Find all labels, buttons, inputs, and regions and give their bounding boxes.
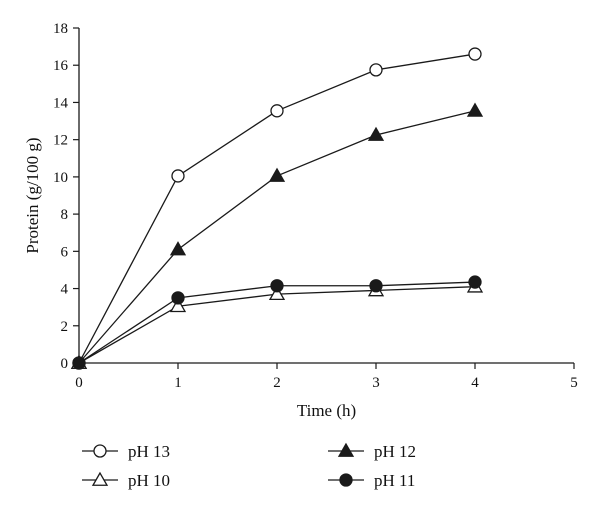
x-tick-label: 2: [273, 375, 281, 391]
x-tick-label: 1: [174, 375, 182, 391]
x-axis-title: Time (h): [297, 401, 356, 420]
legend-label: pH 11: [374, 471, 415, 490]
data-point-ph-11: [171, 291, 185, 305]
series-line-ph-12: [78, 110, 476, 364]
legend-label: pH 12: [374, 442, 416, 461]
y-tick-label: 18: [53, 21, 68, 37]
series-markers: [70, 47, 484, 370]
data-point-ph-12: [466, 102, 484, 117]
y-tick-label: 2: [61, 319, 69, 335]
legend-label: pH 13: [128, 442, 170, 461]
x-tick-label: 3: [372, 375, 380, 391]
y-axis-title: Protein (g/100 g): [23, 137, 42, 253]
y-tick-label: 12: [53, 133, 68, 149]
y-tick-label: 10: [53, 170, 68, 186]
series-line-ph-13: [78, 53, 476, 364]
legend-item-ph-13: pH 13: [82, 442, 170, 461]
y-tick-label: 16: [53, 58, 69, 74]
y-tick-label: 14: [53, 95, 69, 111]
legend-item-ph-11: pH 11: [328, 471, 415, 490]
x-tick-label: 0: [75, 375, 83, 391]
data-point-ph-13: [171, 169, 185, 183]
data-point-ph-10: [268, 285, 286, 301]
legend-marker: [91, 471, 109, 486]
x-tick-label: 4: [471, 375, 479, 391]
data-point-ph-12: [268, 167, 286, 182]
data-point-ph-11: [72, 356, 86, 370]
legend-label: pH 10: [128, 471, 170, 490]
legend-item-ph-10: pH 10: [82, 471, 170, 490]
data-point-ph-13: [369, 63, 383, 77]
series-lines: [78, 53, 476, 364]
legend-marker: [93, 444, 107, 458]
y-tick-label: 8: [61, 207, 69, 223]
legend: pH 13 pH 12 pH 10 pH 11: [82, 442, 416, 490]
data-point-ph-11: [270, 279, 284, 293]
data-point-ph-11: [468, 275, 482, 289]
y-tick-label: 0: [61, 356, 69, 372]
data-point-ph-12: [169, 241, 187, 256]
data-point-ph-12: [367, 126, 385, 141]
y-tick-label: 4: [61, 282, 69, 298]
data-point-ph-10: [169, 297, 187, 313]
x-tick-label: 5: [570, 375, 578, 391]
data-point-ph-13: [468, 47, 482, 61]
legend-marker: [339, 473, 353, 487]
data-point-ph-13: [270, 104, 284, 118]
y-tick-label: 6: [61, 244, 69, 260]
data-point-ph-11: [369, 279, 383, 293]
legend-marker: [337, 442, 355, 457]
legend-item-ph-12: pH 12: [328, 442, 416, 461]
